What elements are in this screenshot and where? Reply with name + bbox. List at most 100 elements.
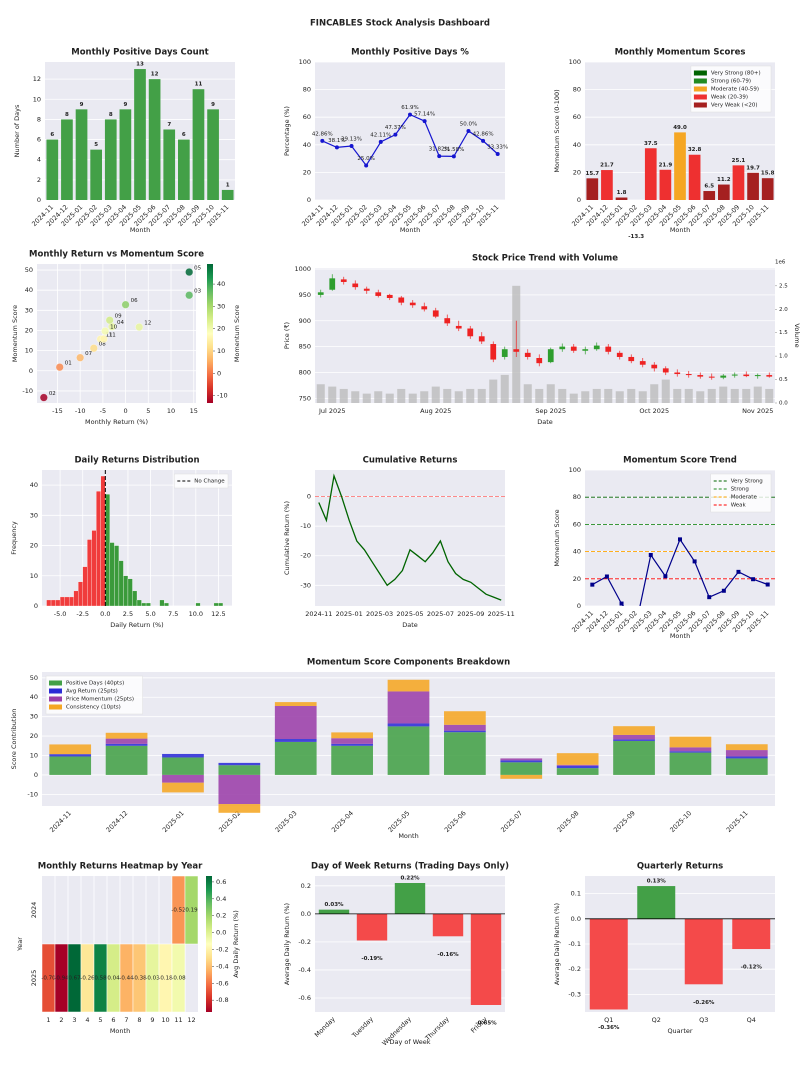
bar <box>589 918 628 1010</box>
marker <box>320 138 325 143</box>
colorbar-tick-label: 0 <box>217 369 221 377</box>
cell-label: -0.52 <box>171 908 185 914</box>
y-tick-label: 20 <box>303 168 311 176</box>
stacked-bar <box>387 723 430 727</box>
y-tick-label: 8 <box>37 115 41 123</box>
marker <box>619 601 624 606</box>
bar <box>732 918 771 950</box>
value-label: 19.7 <box>746 165 760 171</box>
marker <box>751 577 756 582</box>
y-tick-label: 0 <box>29 367 33 375</box>
histogram-bar <box>100 475 106 607</box>
marker <box>678 537 682 542</box>
volume-bar <box>500 374 509 403</box>
x-axis-label: Day of Week <box>389 1038 430 1046</box>
value-label: 61.9% <box>401 105 418 111</box>
legend-label: No Change <box>194 479 225 485</box>
y-axis-label: Momentum Score (0-100) <box>553 89 561 172</box>
value-label: 0.22% <box>400 876 420 882</box>
value-label: 9 <box>123 102 127 108</box>
y-tick-label: 2025 <box>30 970 38 987</box>
chart-title: Stock Price Trend with Volume <box>472 254 618 264</box>
bar <box>586 178 599 200</box>
volume-bar <box>592 388 601 403</box>
volume-bar <box>581 391 590 403</box>
stacked-bar <box>725 750 768 757</box>
y-tick-label: 20 <box>30 542 38 550</box>
value-label: 11 <box>195 82 203 88</box>
histogram-bar <box>73 590 79 607</box>
candle-body <box>352 283 359 288</box>
stacked-bar <box>500 762 543 775</box>
point-label: 11 <box>106 333 113 339</box>
colorbar-tick-label: 10 <box>217 347 225 355</box>
y2-tick-label: 0.5 <box>779 377 788 383</box>
x-tick-label: 2 <box>59 1016 63 1024</box>
value-label: 7 <box>167 122 171 128</box>
cell-label: -0.08 <box>171 976 186 982</box>
stacked-bar <box>669 752 712 775</box>
colorbar-tick-label: -10 <box>217 392 228 400</box>
y-tick-label: 40 <box>573 141 581 149</box>
y2-tick-label: 1.0 <box>779 354 788 360</box>
bar <box>134 69 146 200</box>
point <box>39 393 48 402</box>
legend-swatch <box>693 86 707 92</box>
value-label: 49.0 <box>673 125 687 131</box>
marker <box>408 112 412 117</box>
colorbar-tick-label: 30 <box>217 302 225 310</box>
stacked-bar <box>556 765 599 769</box>
candle-body <box>582 349 589 351</box>
x-tick-label: 12 <box>187 1016 195 1024</box>
volume-bar <box>477 388 486 403</box>
value-label: 42.11% <box>370 132 391 138</box>
x-tick-label: 2025-09 <box>457 610 484 618</box>
bar <box>637 886 676 919</box>
bar <box>684 918 723 985</box>
volume-bar <box>523 384 532 403</box>
histogram-bar <box>141 602 147 607</box>
value-label: -0.36% <box>598 1025 620 1031</box>
bar <box>207 109 219 200</box>
chart-title: Quarterly Returns <box>637 862 723 872</box>
value-label: 6 <box>182 132 186 138</box>
x-axis-label: Month <box>400 226 420 234</box>
legend-label: Avg Return (25pts) <box>66 689 118 695</box>
volume-bar <box>443 388 452 403</box>
legend-label: Price Momentum (25pts) <box>66 697 134 703</box>
bar <box>732 165 745 200</box>
colorbar-tick-label: -0.6 <box>216 979 229 987</box>
y-axis-label: Percentage (%) <box>283 106 291 156</box>
candle-body <box>731 374 738 376</box>
cell-label: -0.38 <box>132 976 147 982</box>
legend-swatch <box>693 94 707 100</box>
y-tick-label: 60 <box>573 113 581 121</box>
y-axis-label: Price (₹) <box>283 322 291 349</box>
point-label: 12 <box>144 321 151 327</box>
y-tick-label: 10 <box>30 752 38 760</box>
stacked-bar <box>49 756 92 775</box>
volume-bar <box>615 391 624 403</box>
point-label: 06 <box>131 298 138 304</box>
cell-label: 0.58 <box>94 976 107 982</box>
y-tick-label: 0 <box>37 196 41 204</box>
value-label: 12 <box>151 72 159 78</box>
histogram-bar <box>123 575 129 607</box>
value-label: 37.5 <box>644 141 658 147</box>
y-tick-label: 40 <box>30 481 38 489</box>
point <box>135 323 144 332</box>
x-tick-label: Q1 <box>604 1016 613 1024</box>
y-tick-label: 0.2 <box>301 882 311 890</box>
y-tick-label: 800 <box>299 368 311 376</box>
histogram-bar <box>50 599 56 607</box>
value-label: -0.26% <box>693 1000 715 1006</box>
stacked-bar <box>105 745 148 775</box>
histogram-bar <box>218 602 224 607</box>
value-label: 15.8 <box>761 171 775 177</box>
point-label: 01 <box>65 361 72 367</box>
point-label: 07 <box>85 351 92 357</box>
marker <box>604 574 609 579</box>
x-axis-label: Quarter <box>667 1027 692 1035</box>
marker <box>378 139 383 144</box>
y-tick-label: 100 <box>569 466 581 474</box>
